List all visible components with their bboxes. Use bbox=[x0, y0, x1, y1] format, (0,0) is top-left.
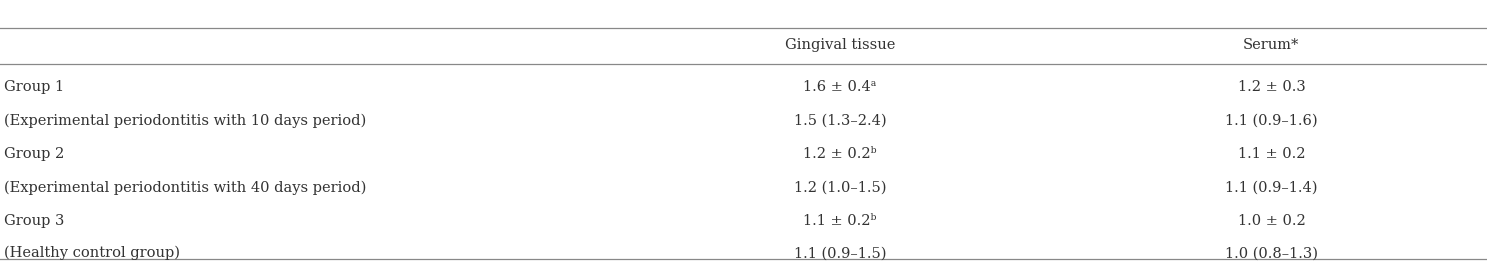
Text: 1.1 ± 0.2ᵇ: 1.1 ± 0.2ᵇ bbox=[803, 214, 877, 228]
Text: 1.2 (1.0–1.5): 1.2 (1.0–1.5) bbox=[794, 181, 886, 195]
Text: 1.0 ± 0.2: 1.0 ± 0.2 bbox=[1237, 214, 1306, 228]
Text: 1.6 ± 0.4ᵃ: 1.6 ± 0.4ᵃ bbox=[803, 80, 877, 94]
Text: (Experimental periodontitis with 40 days period): (Experimental periodontitis with 40 days… bbox=[4, 181, 367, 195]
Text: 1.2 ± 0.3: 1.2 ± 0.3 bbox=[1237, 80, 1306, 94]
Text: Group 2: Group 2 bbox=[4, 147, 65, 161]
Text: (Experimental periodontitis with 10 days period): (Experimental periodontitis with 10 days… bbox=[4, 114, 367, 128]
Text: 1.5 (1.3–2.4): 1.5 (1.3–2.4) bbox=[794, 114, 886, 128]
Text: Serum*: Serum* bbox=[1243, 38, 1300, 52]
Text: 1.1 (0.9–1.6): 1.1 (0.9–1.6) bbox=[1225, 114, 1317, 128]
Text: 1.1 ± 0.2: 1.1 ± 0.2 bbox=[1237, 147, 1306, 161]
Text: (Healthy control group): (Healthy control group) bbox=[4, 246, 180, 260]
Text: 1.2 ± 0.2ᵇ: 1.2 ± 0.2ᵇ bbox=[803, 147, 877, 161]
Text: 1.1 (0.9–1.4): 1.1 (0.9–1.4) bbox=[1225, 181, 1317, 195]
Text: Group 1: Group 1 bbox=[4, 80, 64, 94]
Text: 1.0 (0.8–1.3): 1.0 (0.8–1.3) bbox=[1225, 246, 1317, 260]
Text: Gingival tissue: Gingival tissue bbox=[785, 38, 895, 52]
Text: Group 3: Group 3 bbox=[4, 214, 65, 228]
Text: 1.1 (0.9–1.5): 1.1 (0.9–1.5) bbox=[794, 246, 886, 260]
